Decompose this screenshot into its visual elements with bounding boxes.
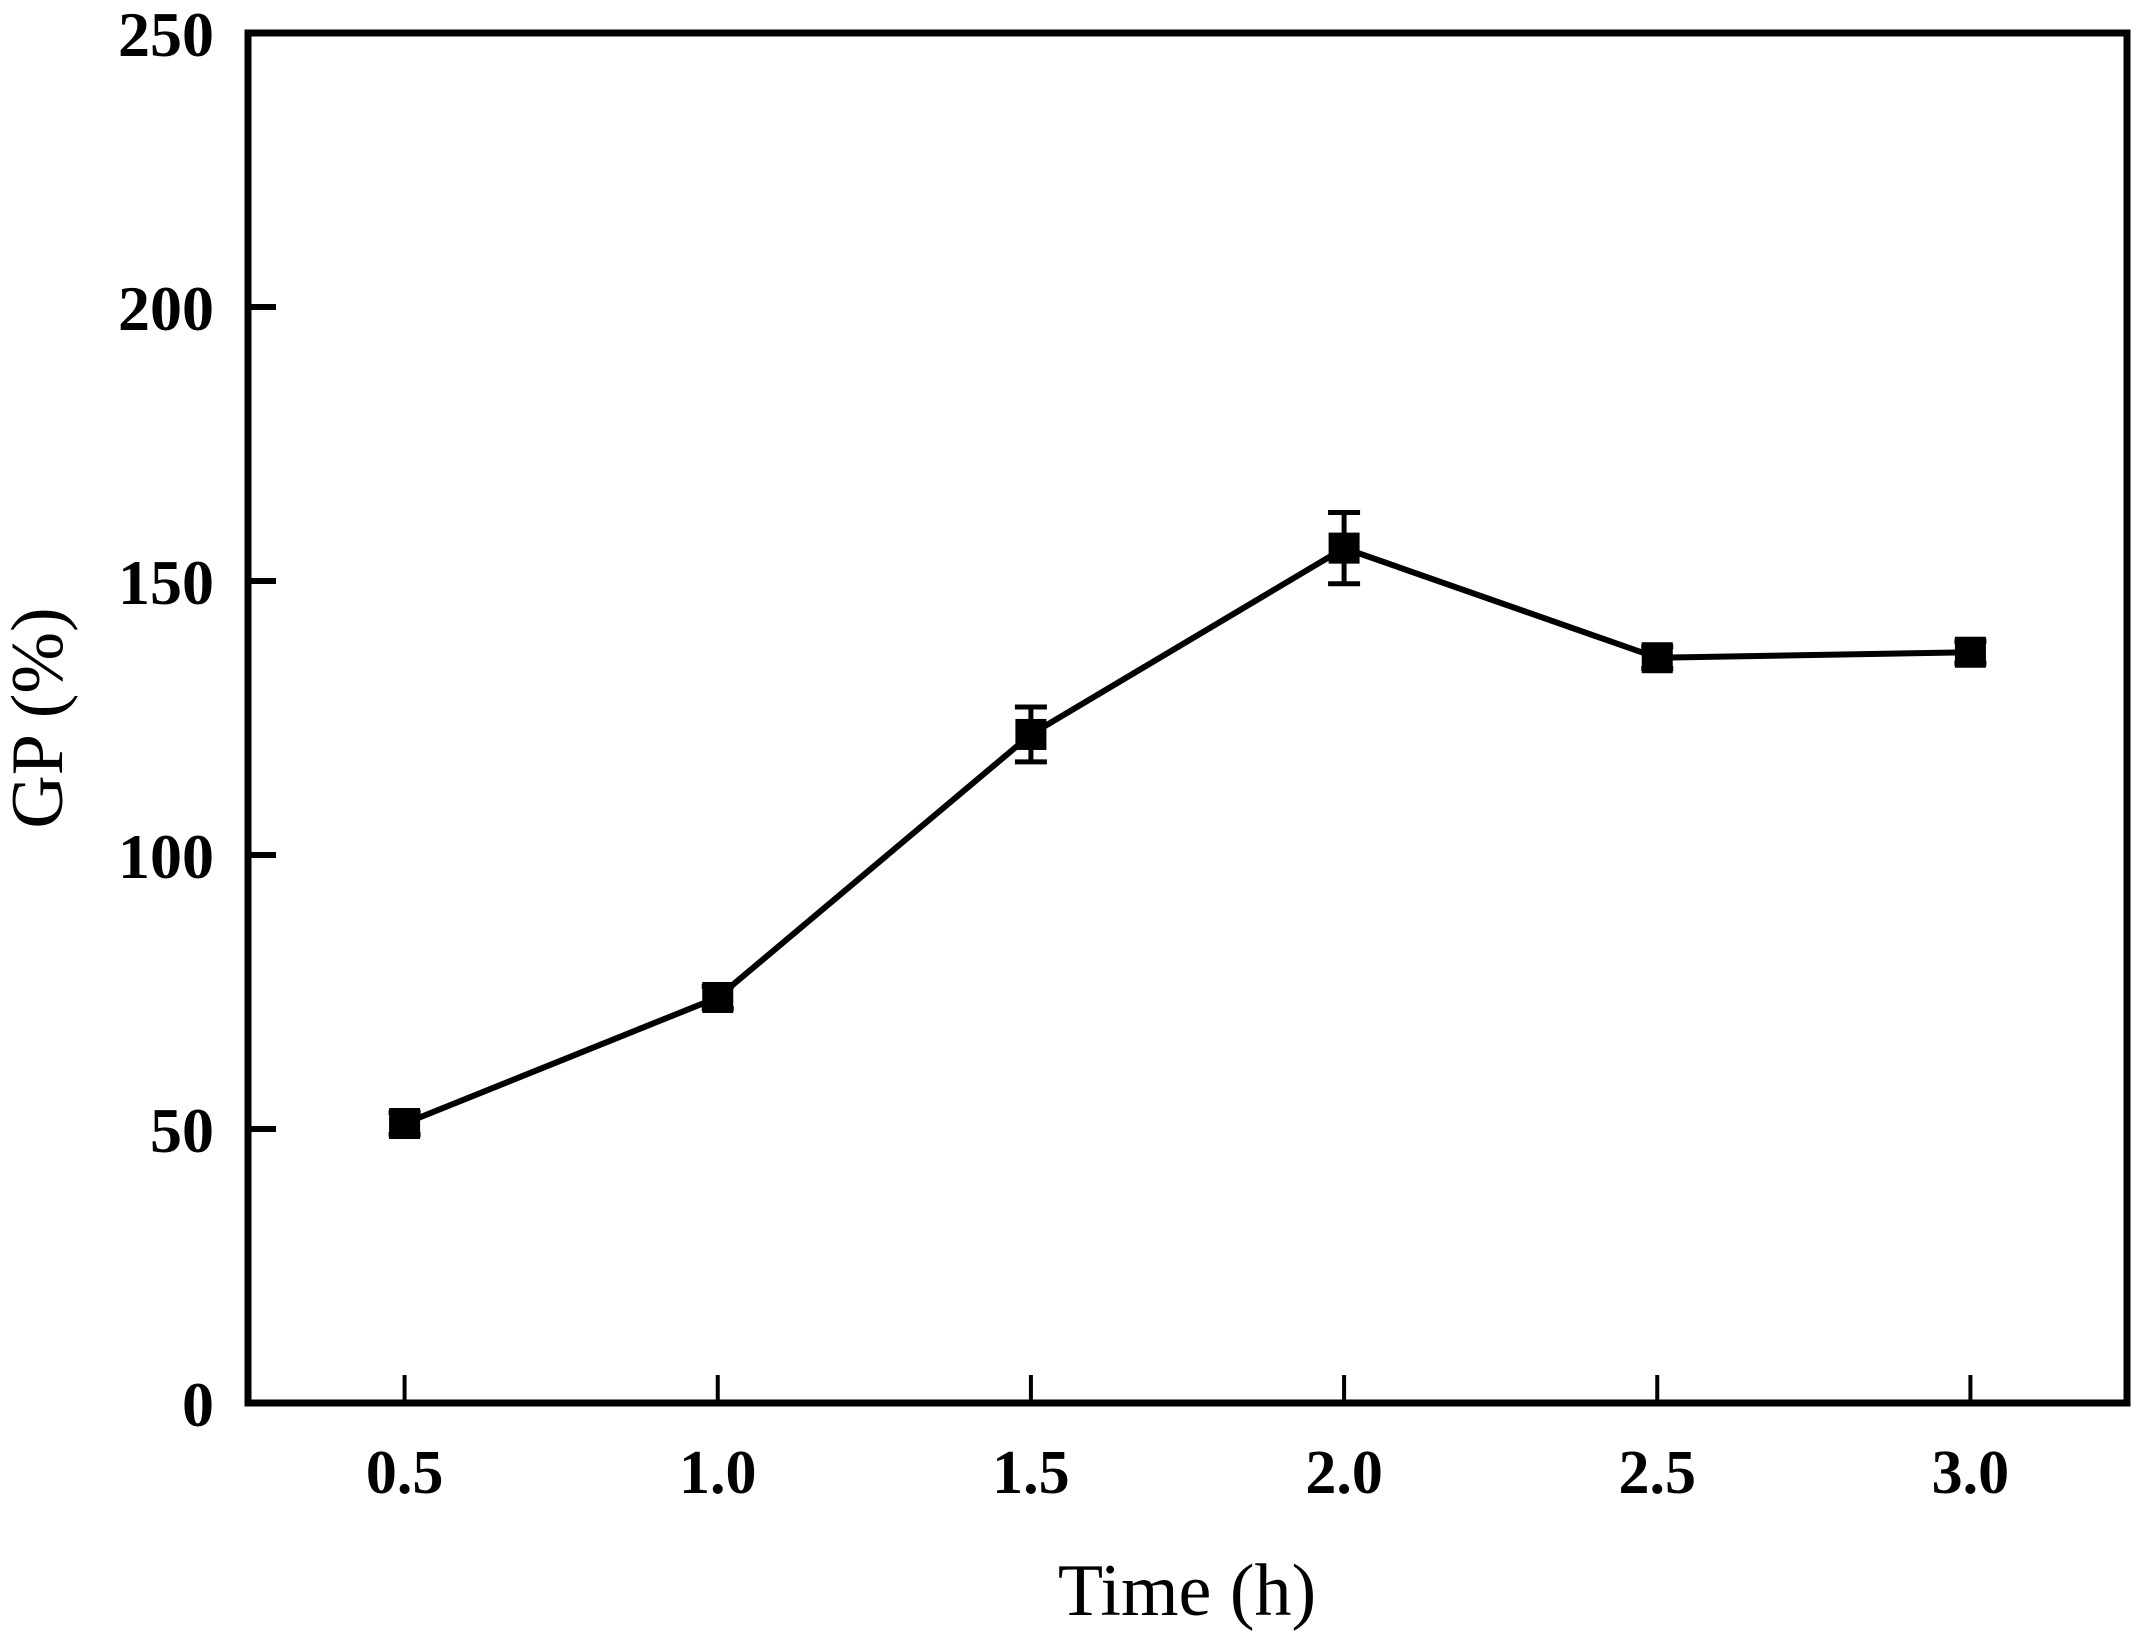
y-tick-label: 200 <box>118 273 214 344</box>
data-point-marker <box>389 1108 421 1140</box>
data-point-marker <box>1641 642 1673 674</box>
y-axis-title: GP (%) <box>0 607 79 828</box>
series-line <box>403 544 1971 1127</box>
plot-frame <box>244 29 2131 1407</box>
data-point-marker <box>1015 718 1047 750</box>
data-point-marker <box>702 981 734 1013</box>
x-tick-label: 1.0 <box>679 1439 757 1507</box>
y-tick-label: 50 <box>150 1095 214 1166</box>
y-tick-label: 0 <box>182 1369 214 1440</box>
plot-area: 0 50 100 150 200 250 0.5 1.0 1.5 2.0 2.5 3.0 <box>118 0 2131 1507</box>
x-tick-label: 3.0 <box>1932 1439 2010 1507</box>
data-point-marker <box>1328 532 1360 564</box>
x-tick-label: 0.5 <box>366 1439 444 1507</box>
y-tick-label: 100 <box>118 821 214 892</box>
x-tick-label: 2.5 <box>1619 1439 1697 1507</box>
data-point-marker <box>1954 636 1986 668</box>
y-tick-label: 250 <box>118 0 214 70</box>
x-tick-label: 2.0 <box>1305 1439 1383 1507</box>
y-tick-label: 150 <box>118 547 214 618</box>
x-tick-label: 1.5 <box>992 1439 1070 1507</box>
x-axis-title: Time (h) <box>1058 1550 1316 1632</box>
